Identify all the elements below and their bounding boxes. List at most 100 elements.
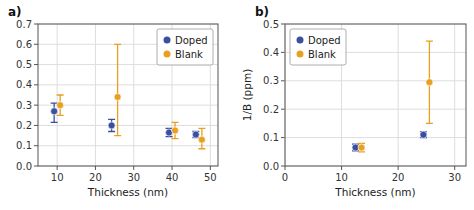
- tick-mark: [34, 44, 38, 45]
- point: [426, 79, 433, 86]
- axis-label: Thickness (nm): [334, 186, 415, 198]
- tick-mark: [281, 52, 285, 53]
- plot-background: [38, 24, 218, 166]
- marks: [352, 41, 433, 152]
- error-bar: [358, 143, 365, 152]
- point: [192, 131, 199, 138]
- point: [198, 136, 205, 143]
- tick-label: 0.1: [263, 132, 279, 143]
- tick-label: 50: [204, 172, 217, 183]
- axis-label: Thickness (nm): [87, 186, 168, 198]
- error-bar: [57, 95, 64, 115]
- plot-frame: [285, 24, 466, 166]
- tick-label: 0.7: [16, 19, 32, 30]
- tick-label: 0.3: [16, 100, 32, 111]
- plot-frame: [38, 24, 218, 166]
- legend-label: Doped: [308, 35, 341, 46]
- axis-label: 1/B (ppm): [241, 69, 253, 122]
- point: [57, 102, 64, 109]
- tick-label: 0.2: [16, 120, 32, 131]
- figure: 0.0 0.1 0.2 0.3 0.4 0.5 0.6 0.7 10 20 30 40 50 Thickn…: [0, 0, 474, 210]
- error-bar: [114, 44, 121, 135]
- error-bar: [198, 128, 205, 148]
- tick-label: 0.4: [263, 47, 279, 58]
- legend: Doped Blank: [290, 29, 346, 65]
- legend-label: Blank: [308, 49, 336, 60]
- tick-label: 0.5: [263, 19, 279, 30]
- tick-label: 10: [335, 172, 348, 183]
- tick-mark: [133, 166, 134, 170]
- error-bar: [420, 132, 427, 138]
- legend-swatch: [164, 51, 171, 58]
- tick-mark: [57, 166, 58, 170]
- panel-label: a): [8, 5, 22, 19]
- plot-background: [285, 24, 466, 166]
- error-bar: [172, 122, 179, 138]
- tick-mark: [34, 145, 38, 146]
- grid-line: [454, 24, 455, 166]
- panel: 0.00.10.20.30.40.50102030Thickness (nm)1…: [241, 5, 466, 198]
- grid-line: [285, 109, 466, 110]
- error-bar: [108, 119, 115, 131]
- grid-line: [285, 80, 466, 81]
- point: [114, 94, 121, 101]
- error-bar: [192, 132, 199, 138]
- point: [420, 131, 427, 138]
- tick-mark: [285, 166, 286, 170]
- point: [172, 127, 179, 134]
- tick-mark: [454, 166, 455, 170]
- tick-label: 0.0: [263, 161, 279, 172]
- grid-line: [38, 145, 218, 146]
- tick-label: 0: [282, 172, 288, 183]
- grid-line: [95, 24, 96, 166]
- tick-mark: [34, 24, 38, 25]
- tick-mark: [281, 166, 285, 167]
- tick-label: 40: [166, 172, 179, 183]
- tick-mark: [34, 105, 38, 106]
- legend: Doped Blank: [157, 29, 213, 65]
- tick-mark: [398, 166, 399, 170]
- legend-label: Doped: [175, 35, 208, 46]
- point: [51, 108, 58, 115]
- tick-label: 0.0: [16, 161, 32, 172]
- tick-label: 10: [51, 172, 64, 183]
- grid-line: [38, 105, 218, 106]
- legend-swatch: [297, 51, 304, 58]
- tick-mark: [95, 166, 96, 170]
- legend-swatch: [164, 37, 171, 44]
- tick-mark: [172, 166, 173, 170]
- grid-line: [398, 24, 399, 166]
- tick-label: 20: [89, 172, 102, 183]
- tick-mark: [210, 166, 211, 170]
- series: [352, 131, 427, 151]
- point: [108, 122, 115, 129]
- panel-label: b): [255, 5, 269, 19]
- series: [51, 103, 200, 138]
- point: [358, 144, 365, 151]
- tick-mark: [34, 166, 38, 167]
- panel: 0.00.10.20.30.40.50.60.71020304050Thickn…: [8, 5, 218, 198]
- tick-label: 0.1: [16, 140, 32, 151]
- error-bar: [426, 41, 433, 123]
- tick-label: 30: [448, 172, 461, 183]
- tick-mark: [281, 24, 285, 25]
- legend-box: [157, 29, 213, 65]
- tick-mark: [34, 64, 38, 65]
- tick-mark: [341, 166, 342, 170]
- series: [358, 41, 433, 152]
- tick-mark: [281, 80, 285, 81]
- tick-label: 20: [392, 172, 405, 183]
- tick-label: 0.4: [16, 79, 32, 90]
- legend-label: Blank: [175, 49, 203, 60]
- tick-mark: [281, 137, 285, 138]
- legend-box: [290, 29, 346, 65]
- tick-label: 30: [127, 172, 140, 183]
- tick-label: 0.6: [16, 39, 32, 50]
- grid-line: [38, 125, 218, 126]
- grid-line: [38, 84, 218, 85]
- legend-swatch: [297, 37, 304, 44]
- grid-line: [133, 24, 134, 166]
- tick-mark: [34, 125, 38, 126]
- tick-mark: [281, 109, 285, 110]
- tick-label: 0.2: [263, 104, 279, 115]
